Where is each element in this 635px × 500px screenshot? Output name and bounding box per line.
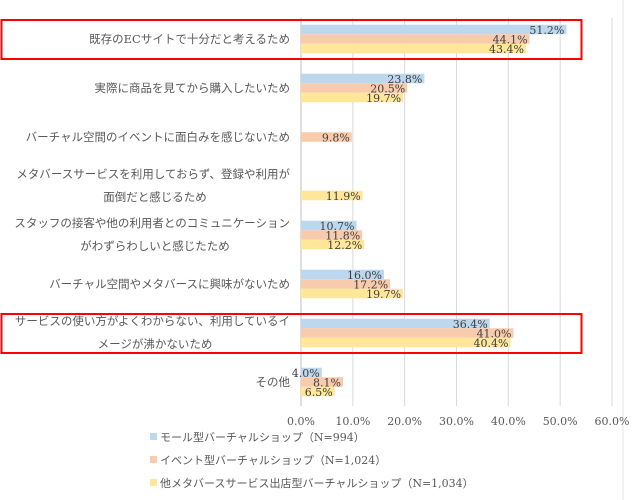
bar: [301, 377, 343, 387]
data-label: 51.2%: [529, 24, 564, 37]
legend-label: イベント型バーチャルショップ（N=1,024）: [160, 453, 386, 467]
data-label: 9.8%: [322, 131, 350, 144]
bar: [301, 34, 530, 44]
category-label: バーチャル空間やメタバースに興味がないため: [49, 277, 290, 291]
x-tick-label: 30.0%: [439, 415, 474, 428]
bar: [301, 92, 404, 103]
data-label: 8.1%: [313, 376, 341, 389]
bar: [301, 337, 511, 348]
data-label: 16.0%: [347, 269, 382, 282]
bar: [301, 328, 514, 338]
bar: [301, 367, 322, 378]
legend-label: モール型バーチャルショップ（N=994）: [160, 430, 365, 444]
data-label: 19.7%: [366, 92, 401, 105]
data-label: 43.4%: [489, 43, 524, 56]
category-label: がわずらわしいと感じたため: [80, 239, 230, 253]
legend-label: 他メタバースサービス出店型バーチャルショップ（N=1,034）: [160, 476, 474, 490]
bar: [301, 279, 391, 289]
bar: [301, 318, 490, 329]
data-label: 4.0%: [292, 367, 320, 380]
x-tick-label: 40.0%: [491, 415, 526, 428]
category-label: 既存のECサイトで十分だと考えるため: [89, 32, 290, 46]
highlight-box: [0, 313, 583, 354]
data-label: 23.8%: [387, 73, 422, 86]
legend-swatch: [150, 433, 157, 440]
bar: [301, 269, 384, 280]
bar: [301, 230, 363, 240]
bar: [301, 132, 352, 142]
category-label: メージが沸かないため: [98, 337, 213, 351]
bar: [301, 73, 425, 84]
legend-swatch: [150, 479, 157, 486]
x-tick-label: 50.0%: [543, 415, 578, 428]
bar: [301, 24, 567, 35]
bar: [301, 386, 335, 397]
category-label: 実際に商品を見てから購入したいため: [95, 81, 291, 95]
x-tick-label: 20.0%: [387, 415, 422, 428]
category-label: スタッフの接客や他の利用者とのコミュニケーション: [14, 216, 290, 230]
data-label: 10.7%: [320, 220, 355, 233]
data-label: 44.1%: [493, 33, 528, 46]
category-label: その他: [256, 375, 291, 389]
category-label: 面倒だと感じるため: [103, 190, 207, 204]
data-label: 6.5%: [305, 386, 333, 399]
bar: [301, 83, 408, 93]
data-label: 40.4%: [473, 337, 508, 350]
category-label: バーチャル空間のイベントに面白みを感じないため: [26, 130, 290, 144]
data-label: 41.0%: [477, 327, 512, 340]
category-label: サービスの使い方がよくわからない、利用しているイ: [15, 314, 290, 328]
x-tick-label: 0.0%: [287, 415, 315, 428]
bar: [301, 190, 363, 201]
category-label: メタバースサービスを利用しておらず、登録や利用が: [16, 167, 290, 181]
data-label: 11.9%: [326, 190, 361, 203]
bar: [301, 43, 526, 54]
data-label: 11.8%: [325, 229, 360, 242]
bar: [301, 239, 365, 250]
data-label: 20.5%: [370, 82, 405, 95]
x-tick-label: 60.0%: [595, 415, 630, 428]
legend-swatch: [150, 456, 157, 463]
data-label: 36.4%: [453, 318, 488, 331]
data-label: 19.7%: [366, 288, 401, 301]
bar: [301, 220, 357, 231]
x-tick-label: 10.0%: [335, 415, 370, 428]
bar: [301, 288, 404, 299]
data-label: 17.2%: [353, 278, 388, 291]
data-label: 12.2%: [327, 239, 362, 252]
highlight-box: [0, 19, 583, 60]
